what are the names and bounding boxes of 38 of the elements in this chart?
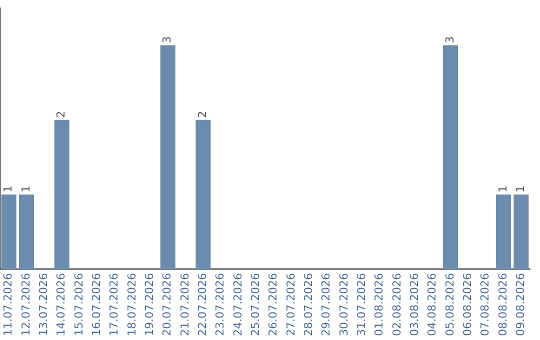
x-tick-label: 20.07.2026 [160,273,174,336]
x-tick-label: 31.07.2026 [355,273,368,336]
x-tick-label: 12.07.2026 [19,273,32,336]
x-tick-label: 25.07.2026 [249,273,262,336]
x-tick-label: 29.07.2026 [320,273,333,336]
data-label: 2 [196,110,210,118]
x-tick-label: 04.08.2026 [426,273,439,336]
x-tick-label: 08.08.2026 [496,273,510,336]
data-label: 3 [160,36,174,44]
x-tick-label: 30.07.2026 [337,273,350,336]
x-tick-label: 28.07.2026 [302,273,316,336]
x-tick-label: 02.08.2026 [390,273,404,336]
data-label: 1 [2,185,15,192]
x-tick-label: 19.07.2026 [143,273,156,336]
x-tick-label: 27.07.2026 [284,273,298,336]
x-tick-label: 11.07.2026 [2,273,15,336]
x-tick-label: 14.07.2026 [54,273,68,336]
x-tick-label: 23.07.2026 [214,273,227,336]
x-tick-label: 21.07.2026 [178,273,192,336]
x-tick-label: 15.07.2026 [72,273,86,336]
data-label: 2 [54,110,68,118]
data-label: 1 [496,185,510,192]
data-label: 1 [19,185,32,192]
x-tick-label: 22.07.2026 [196,273,210,336]
data-label: 1 [514,185,528,192]
x-tick-label: 13.07.2026 [37,273,50,336]
x-tick-label: 24.07.2026 [231,273,244,336]
x-tick-label: 01.08.2026 [372,273,386,336]
x-tick-label: 09.08.2026 [514,273,528,336]
x-tick-label: 17.07.2026 [108,273,121,336]
x-tick-label: 07.08.2026 [478,273,492,336]
x-tick-label: 26.07.2026 [266,273,280,336]
x-tick-label: 03.08.2026 [408,273,422,336]
x-tick-label: 05.08.2026 [443,273,456,336]
x-tick-label: 16.07.2026 [90,273,104,336]
x-tick-label: 18.07.2026 [125,273,138,336]
data-label: 3 [443,36,456,44]
x-tick-label: 06.08.2026 [461,273,474,336]
